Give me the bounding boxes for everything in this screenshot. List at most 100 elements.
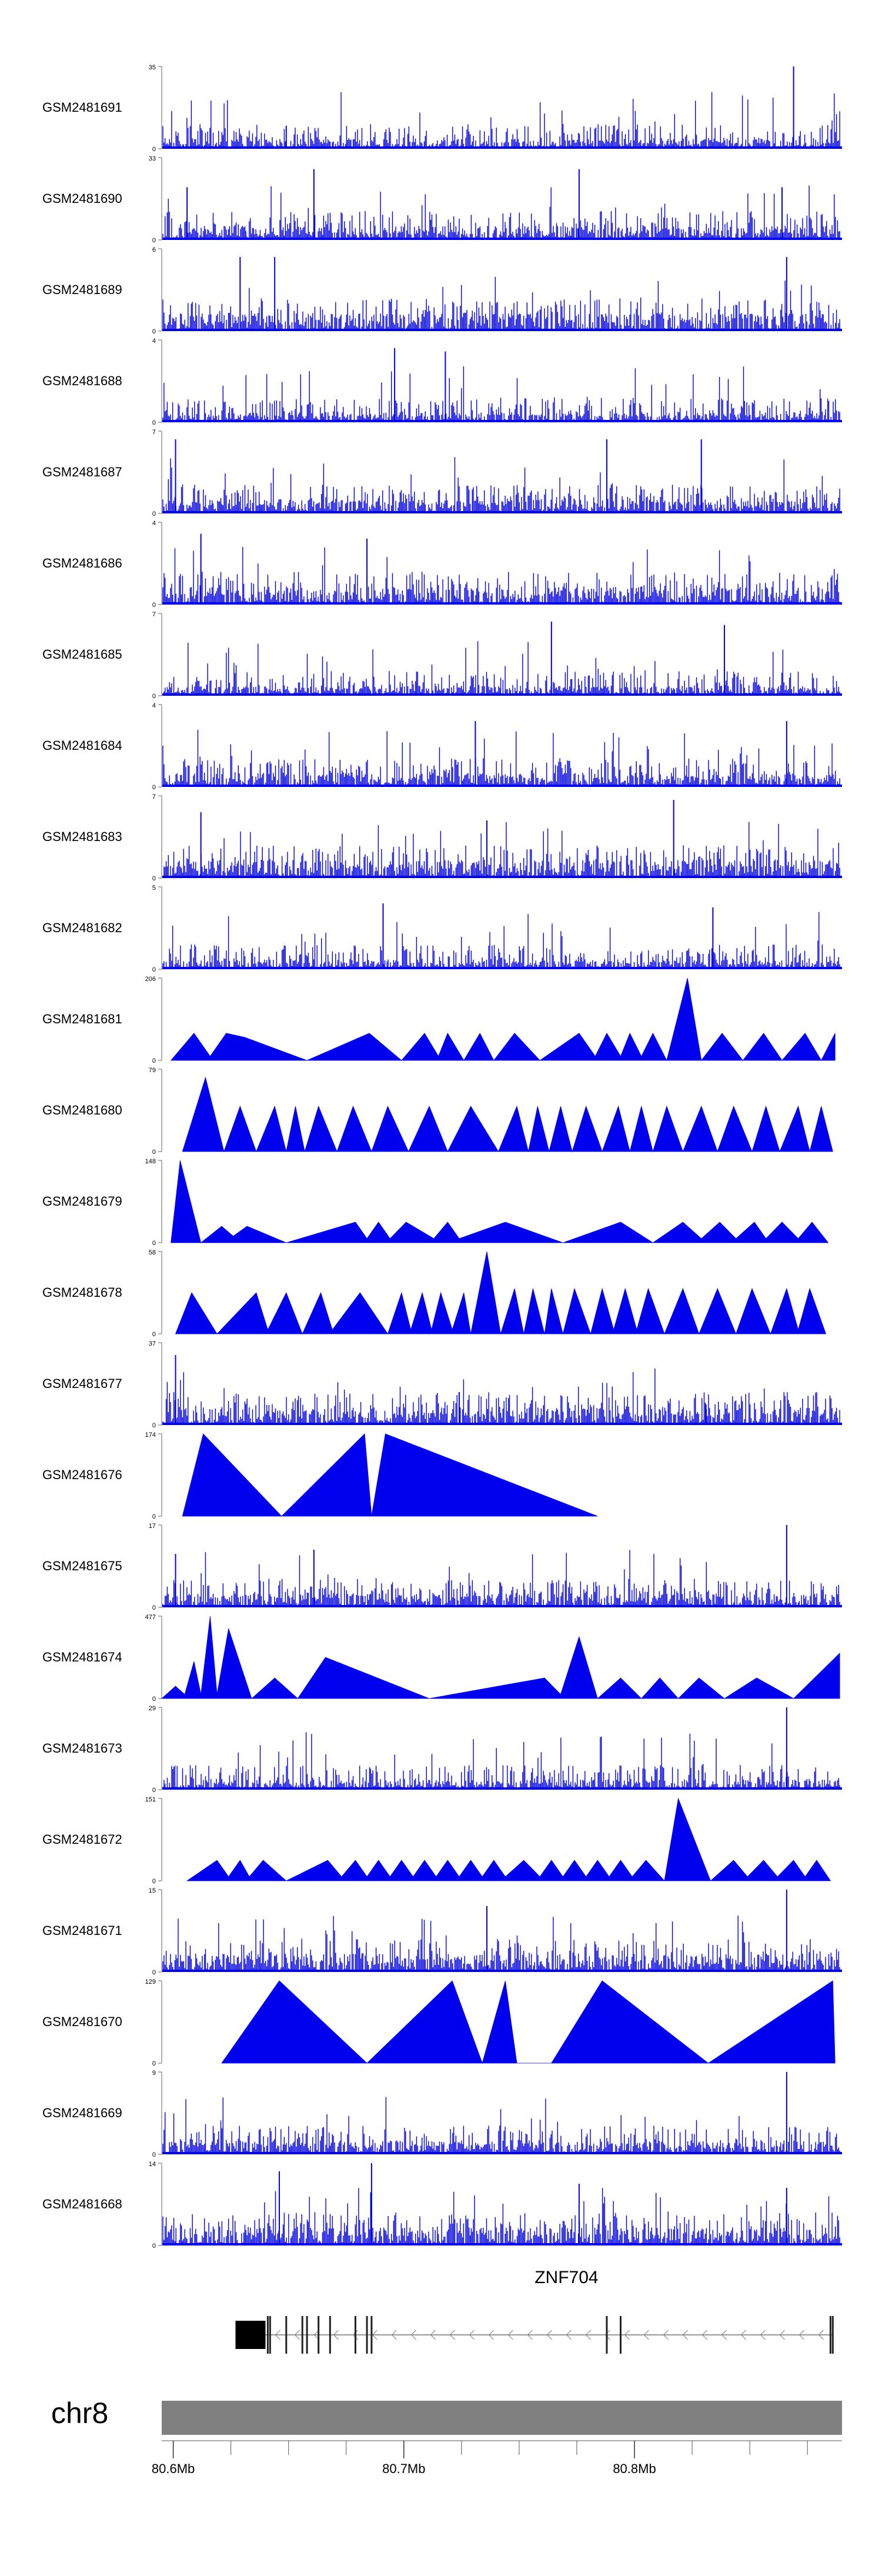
y-zero-label: 0 (152, 1696, 156, 1703)
gene-track: ZNF704 (235, 2268, 834, 2354)
y-zero-label: 0 (152, 693, 156, 700)
gene-exon (619, 2316, 622, 2354)
strand-arrow (313, 2330, 319, 2340)
coverage-bars (162, 729, 840, 787)
coverage-marks (182, 1433, 598, 1517)
coverage-marks (162, 721, 842, 787)
y-zero-label: 0 (152, 1240, 156, 1247)
coverage-marks (162, 1525, 842, 1607)
track-GSM2481685: GSM2481685 7 0 (42, 611, 842, 700)
coverage-area (170, 977, 836, 1062)
y-max-label: 174 (145, 1432, 156, 1439)
y-zero-label: 0 (152, 1057, 156, 1065)
track-GSM2481680: GSM2481680 79 0 (42, 1067, 833, 1156)
track-GSM2481690: GSM2481690 33 0 (42, 155, 842, 244)
y-zero-label: 0 (152, 1149, 156, 1156)
track-GSM2481682: GSM2481682 5 0 (42, 885, 842, 973)
track-label: GSM2481673 (42, 1741, 122, 1756)
y-zero-label: 0 (152, 1969, 156, 1976)
track-GSM2481679: GSM2481679 148 0 (42, 1158, 829, 1247)
y-max-label: 4 (152, 520, 156, 527)
track-label: GSM2481680 (42, 1103, 122, 1117)
coverage-baseline (162, 693, 842, 696)
track-label: GSM2481684 (42, 738, 122, 753)
strand-arrow (546, 2330, 552, 2340)
strand-arrow (643, 2330, 649, 2340)
y-zero-label: 0 (152, 1604, 156, 1611)
track-label: GSM2481690 (42, 191, 122, 206)
y-max-label: 33 (149, 155, 156, 162)
y-max-label: 129 (145, 1978, 156, 1986)
gene-exon (285, 2316, 288, 2354)
coverage-marks (171, 1160, 829, 1243)
track-label: GSM2481689 (42, 282, 122, 297)
track-label: GSM2481678 (42, 1285, 122, 1300)
strand-arrow (449, 2330, 455, 2340)
y-max-label: 14 (149, 2161, 156, 2168)
coverage-bars (162, 2097, 840, 2154)
coverage-baseline (162, 967, 842, 969)
coverage-marks (162, 533, 842, 605)
track-label: GSM2481679 (42, 1194, 122, 1209)
y-max-label: 79 (149, 1067, 156, 1074)
coverage-area (175, 1251, 827, 1335)
track-label: GSM2481674 (42, 1650, 122, 1664)
y-zero-label: 0 (152, 602, 156, 609)
track-label: GSM2481688 (42, 373, 122, 388)
y-zero-label: 0 (152, 146, 156, 153)
chromosome-label: chr8 (51, 2397, 108, 2430)
y-zero-label: 0 (152, 1787, 156, 1794)
coverage-marks (162, 257, 842, 331)
coverage-bars (162, 457, 840, 513)
gene-exon (266, 2316, 269, 2354)
strand-arrow (682, 2330, 688, 2340)
coverage-marks (162, 1890, 842, 1972)
coverage-marks (162, 2072, 842, 2154)
track-label: GSM2481685 (42, 647, 122, 662)
coverage-marks (161, 1616, 840, 1699)
coverage-area (161, 1616, 840, 1699)
y-max-label: 7 (152, 793, 156, 800)
gene-exon (269, 2316, 271, 2354)
coverage-marks (182, 1076, 833, 1153)
axis-tick-label: 80.6Mb (152, 2461, 195, 2476)
track-GSM2481675: GSM2481675 17 0 (42, 1523, 842, 1611)
coverage-marks (162, 622, 842, 696)
track-label: GSM2481671 (42, 1923, 122, 1938)
track-GSM2481691: GSM2481691 35 0 (42, 64, 842, 153)
gene-exon (370, 2316, 373, 2354)
strand-arrow (721, 2330, 727, 2340)
strand-arrow (740, 2330, 746, 2340)
coverage-bars (162, 92, 840, 149)
y-max-label: 9 (152, 2070, 156, 2077)
coverage-baseline (162, 1423, 842, 1425)
coverage-baseline (162, 2152, 842, 2154)
strand-arrow (294, 2330, 300, 2340)
coverage-marks (162, 1707, 842, 1790)
y-zero-label: 0 (152, 2060, 156, 2067)
coverage-baseline (162, 1605, 842, 1607)
track-GSM2481683: GSM2481683 7 0 (42, 793, 842, 882)
coverage-bars (162, 2188, 840, 2245)
strand-arrow (799, 2330, 804, 2340)
strand-arrow (604, 2330, 610, 2340)
coverage-area (171, 1160, 829, 1243)
strand-arrow (585, 2330, 591, 2340)
track-GSM2481671: GSM2481671 15 0 (42, 1887, 842, 1976)
coverage-bars (162, 185, 840, 240)
coverage-baseline (162, 146, 842, 149)
track-label: GSM2481682 (42, 920, 122, 935)
y-max-label: 6 (152, 246, 156, 253)
coverage-bars (162, 1550, 840, 1607)
y-zero-label: 0 (152, 1331, 156, 1338)
track-GSM2481673: GSM2481673 29 0 (42, 1705, 842, 1794)
coverage-bars (162, 276, 840, 331)
strand-arrow (469, 2330, 475, 2340)
coverage-baseline (162, 876, 842, 878)
track-label: GSM2481668 (42, 2197, 122, 2211)
coverage-marks (162, 169, 842, 240)
track-GSM2481686: GSM2481686 4 0 (42, 520, 842, 609)
track-GSM2481676: GSM2481676 174 0 (42, 1432, 598, 1520)
track-label: GSM2481691 (42, 100, 122, 115)
coverage-bars (162, 1916, 840, 1972)
